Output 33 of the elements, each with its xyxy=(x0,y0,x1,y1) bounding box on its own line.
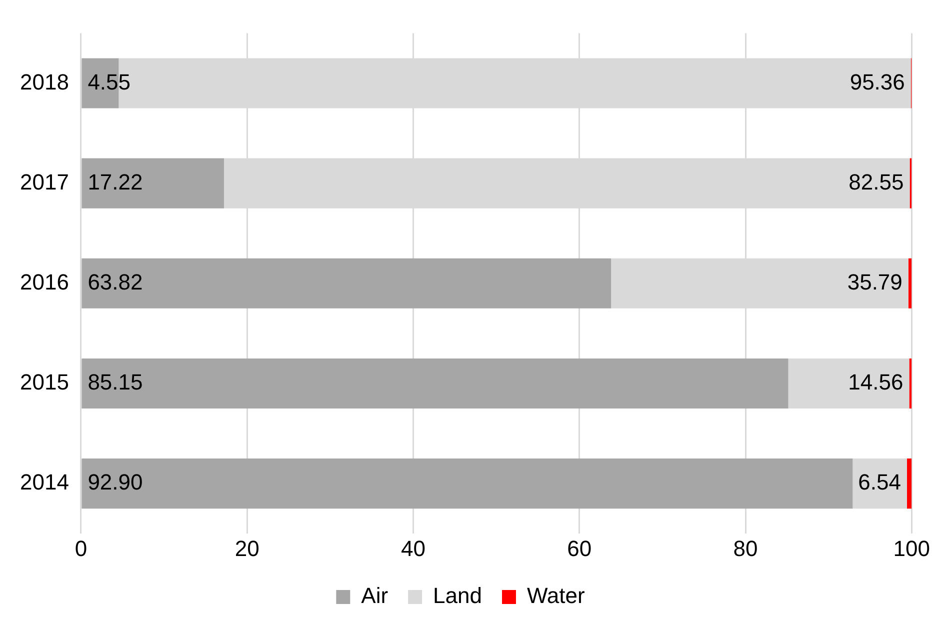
data-label: 14.56 xyxy=(848,370,904,395)
bar xyxy=(852,458,907,509)
y-tick-label: 2014 xyxy=(20,470,69,495)
y-tick-label: 2016 xyxy=(20,269,69,294)
bar xyxy=(82,258,612,308)
data-label: 4.55 xyxy=(88,69,131,94)
y-tick-label: 2018 xyxy=(20,69,69,94)
bar xyxy=(82,458,853,509)
x-tick-label: 60 xyxy=(567,536,592,561)
bar xyxy=(906,458,912,509)
bar xyxy=(788,358,910,408)
x-tick-label: 100 xyxy=(893,536,930,561)
y-tick-label: 2017 xyxy=(20,169,69,194)
data-label: 17.22 xyxy=(88,169,143,194)
data-label: 85.15 xyxy=(88,370,143,395)
data-label: 82.55 xyxy=(848,169,904,194)
data-label: 6.54 xyxy=(858,470,901,495)
data-label: 35.79 xyxy=(847,269,902,294)
x-tick-label: 20 xyxy=(234,536,260,561)
x-tick-label: 80 xyxy=(733,536,758,561)
bar xyxy=(908,258,912,308)
bar xyxy=(82,358,788,408)
bar xyxy=(82,158,224,208)
legend-label: Air xyxy=(361,583,388,608)
x-tick-label: 0 xyxy=(74,536,88,561)
data-label: 95.36 xyxy=(850,69,905,94)
legend-label: Water xyxy=(526,583,585,608)
y-tick-label: 2015 xyxy=(20,370,69,395)
legend-label: Land xyxy=(433,583,482,608)
data-label: 92.90 xyxy=(88,470,143,495)
x-tick-label: 40 xyxy=(400,536,426,561)
bar xyxy=(909,358,912,408)
data-label: 63.82 xyxy=(88,269,143,294)
